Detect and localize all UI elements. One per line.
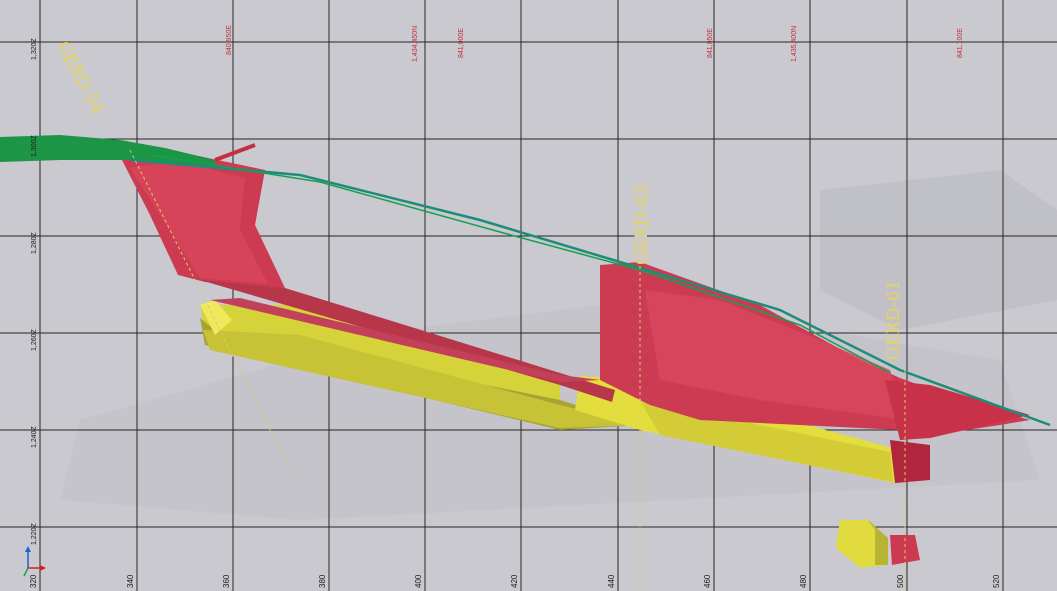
yellow-block-upper <box>200 300 640 430</box>
drillhole-label-gerd-63: GERD-63 <box>632 185 652 265</box>
x-axis-label: 360 <box>222 574 231 588</box>
elevation-label: 1,280Z <box>31 231 38 254</box>
topographic-surface <box>0 135 1051 427</box>
xyz-axis-triad-icon <box>23 546 46 577</box>
x-axis-label: 420 <box>510 574 519 588</box>
drillhole-traces <box>129 149 906 591</box>
easting-label: 841,050E <box>707 28 714 58</box>
ore-shell-band <box>200 280 615 402</box>
grid-vertical-lines <box>39 0 1004 591</box>
northing-label: 1,435,400N <box>791 26 798 62</box>
elevation-labels: 1,320Z 1,300Z 1,280Z 1,260Z 1,240Z 1,220… <box>31 37 38 545</box>
x-axis-label: 400 <box>414 574 423 588</box>
easting-label: 841,000E <box>458 28 465 58</box>
easting-label: 840,950E <box>226 25 233 55</box>
northing-label: 1,434,450N <box>412 26 419 62</box>
x-axis-label: 480 <box>799 574 808 588</box>
coordinate-labels: 840,950E 1,434,450N 841,000E 841,050E 1,… <box>226 25 964 62</box>
ore-shell-left <box>122 143 285 288</box>
x-axis-label: 460 <box>703 574 712 588</box>
elevation-label: 1,240Z <box>31 425 38 448</box>
x-axis-label: 380 <box>318 574 327 588</box>
elevation-label: 1,300Z <box>31 134 38 157</box>
drillhole-label-gerd-61: GERD-61 <box>884 280 904 360</box>
x-axis-labels: 320 340 360 380 400 420 440 460 480 500 … <box>29 574 1001 588</box>
drillhole-label-gerd-54: GERD-54 <box>53 38 108 118</box>
x-axis-label: 440 <box>607 574 616 588</box>
x-axis-label: 500 <box>896 574 905 588</box>
x-axis-label: 320 <box>29 574 38 588</box>
elevation-label: 1,320Z <box>31 37 38 60</box>
x-axis-label: 520 <box>992 574 1001 588</box>
ore-shell-right <box>600 262 1030 483</box>
x-axis-label: 340 <box>126 574 135 588</box>
elevation-label: 1,220Z <box>31 522 38 545</box>
elevation-label: 1,260Z <box>31 328 38 351</box>
yellow-block-small <box>836 520 888 568</box>
easting-label: 841,100E <box>957 28 964 58</box>
